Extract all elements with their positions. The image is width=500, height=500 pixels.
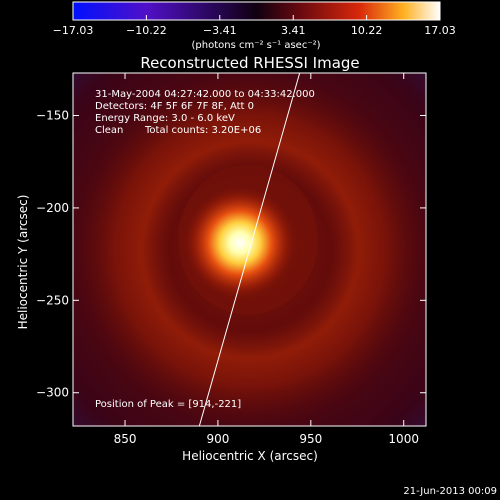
annotation-energy-range: Energy Range: 3.0 - 6.0 keV [95, 113, 235, 124]
annotation-peak-position: Position of Peak = [914,-221] [95, 399, 241, 410]
x-axis-ticks: 850 900 950 1000 [114, 73, 419, 446]
y-tick-label: −250 [36, 293, 69, 307]
heatmap-image [73, 73, 426, 426]
y-tick-label: −300 [36, 386, 69, 400]
colorbar-tick-label: 17.03 [424, 24, 456, 37]
peak-source [181, 184, 298, 301]
colorbar-tick-label: −3.41 [203, 24, 237, 37]
x-tick-label: 850 [114, 432, 137, 446]
y-tick-label: −150 [36, 109, 69, 123]
plot-frame [72, 72, 427, 427]
colorbar-tick-label: 3.41 [281, 24, 306, 37]
colorbar-ticks: −17.03 −10.22 −3.41 3.41 10.22 17.03 [53, 15, 456, 37]
annotation-time-range: 31-May-2004 04:27:42.000 to 04:33:42.000 [95, 89, 315, 100]
x-tick-label: 900 [206, 432, 229, 446]
colorbar-units-label: (photons cm⁻² s⁻¹ asec⁻²) [191, 40, 320, 51]
y-axis-label: Heliocentric Y (arcsec) [16, 195, 30, 330]
x-axis-label: Heliocentric X (arcsec) [182, 449, 318, 463]
annotation-method: Clean [95, 125, 123, 136]
x-tick-label: 1000 [388, 432, 419, 446]
colorbar [72, 1, 441, 21]
x-tick-label: 950 [299, 432, 322, 446]
y-tick-label: −200 [36, 201, 69, 215]
annotation-total-counts: Total counts: 3.20E+06 [144, 125, 261, 136]
limb-line [198, 73, 301, 426]
annotation-block: 31-May-2004 04:27:42.000 to 04:33:42.000… [95, 89, 315, 136]
chart-title: Reconstructed RHESSI Image [140, 54, 359, 72]
footer-timestamp: 21-Jun-2013 00:09 [403, 486, 497, 497]
colorbar-tick-label: −17.03 [53, 24, 94, 37]
colorbar-tick-label: 10.22 [351, 24, 383, 37]
annotation-detectors: Detectors: 4F 5F 6F 7F 8F, Att 0 [95, 101, 254, 112]
colorbar-tick-label: −10.22 [126, 24, 167, 37]
y-axis-ticks: −150 −200 −250 −300 [36, 109, 426, 400]
